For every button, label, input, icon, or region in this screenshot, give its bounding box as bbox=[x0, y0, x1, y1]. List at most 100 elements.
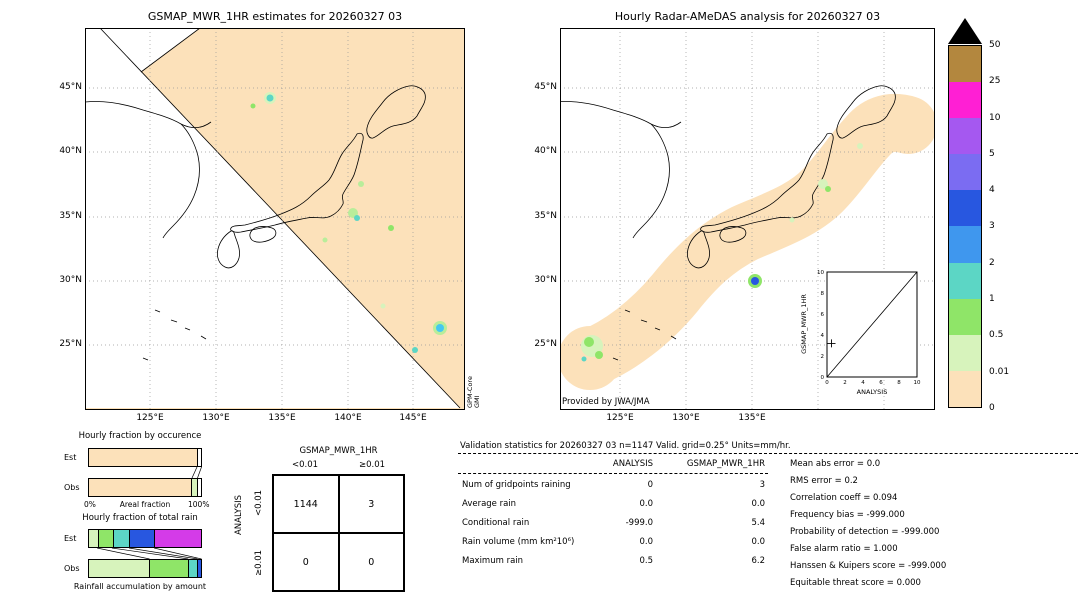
lon-label: 135°E bbox=[738, 413, 766, 423]
map-frame bbox=[560, 28, 935, 410]
svg-text:8: 8 bbox=[821, 291, 825, 297]
contingency-col-label: ≥0.01 bbox=[358, 460, 386, 470]
stats-analysis-value: 0.5 bbox=[639, 556, 653, 566]
row-label-obs: Obs bbox=[64, 564, 80, 573]
stats-gsmap-value: 3 bbox=[759, 480, 765, 490]
lat-label: 30°N bbox=[59, 275, 82, 285]
colorbar-segment bbox=[949, 262, 981, 299]
bar-segment bbox=[196, 479, 201, 496]
bar-segment bbox=[149, 560, 188, 577]
totalrain-obs-bar bbox=[88, 559, 202, 578]
colorbar-segment bbox=[949, 334, 981, 371]
satellite-watermark: GPM-Core GMI bbox=[466, 376, 481, 408]
precip-spot bbox=[581, 356, 587, 362]
bar-segment bbox=[112, 530, 130, 547]
precip-spot bbox=[322, 237, 328, 243]
colorbar-label: 1 bbox=[989, 294, 995, 304]
left-map bbox=[85, 28, 465, 410]
swath-edge-line-2 bbox=[140, 28, 201, 73]
colorbar-segment bbox=[949, 190, 981, 227]
occurrence-obs-bar bbox=[88, 478, 202, 497]
colorbar-label: 0 bbox=[989, 403, 995, 413]
lon-label: 140°E bbox=[334, 413, 362, 423]
contingency-row-label: <0.01 bbox=[254, 489, 264, 517]
contingency-row-label: ≥0.01 bbox=[254, 549, 264, 577]
inset-scatter: 0 2 4 6 8 10 0 2 4 6 8 10 ANALYSIS GSMAP… bbox=[800, 270, 921, 396]
svg-text:8: 8 bbox=[897, 380, 901, 386]
stats-gsmap-value: 0.0 bbox=[751, 499, 765, 509]
swath-edge-line bbox=[99, 28, 461, 409]
lon-label: 130°E bbox=[672, 413, 700, 423]
lat-label: 40°N bbox=[59, 146, 82, 156]
lat-label: 35°N bbox=[534, 211, 557, 221]
stats-row-label: Rain volume (mm km²10⁶) bbox=[462, 537, 575, 547]
occurrence-title: Hourly fraction by occurence bbox=[78, 431, 202, 441]
colorbar-label: 50 bbox=[989, 40, 1001, 50]
precip-spots-left bbox=[250, 92, 447, 353]
stats-metric: False alarm ratio = 1.000 bbox=[790, 544, 898, 554]
occurrence-est-bar bbox=[88, 448, 202, 467]
precip-spot bbox=[412, 347, 418, 353]
precip-spot bbox=[250, 103, 256, 109]
stats-col-header: GSMAP_MWR_1HR bbox=[686, 459, 765, 469]
colorbar bbox=[948, 45, 982, 408]
row-label-est: Est bbox=[64, 534, 77, 543]
precip-spot bbox=[751, 277, 759, 285]
contingency-title: GSMAP_MWR_1HR bbox=[299, 446, 378, 456]
lon-label: 145°E bbox=[399, 413, 427, 423]
stats-metric: Correlation coeff = 0.094 bbox=[790, 493, 898, 503]
radar-coverage-region bbox=[560, 93, 935, 390]
bar-segment bbox=[190, 479, 197, 496]
contingency-cell: 1144 bbox=[273, 475, 339, 533]
lat-label: 35°N bbox=[59, 211, 82, 221]
colorbar-segment bbox=[949, 298, 981, 335]
bar-segment bbox=[187, 560, 197, 577]
totalrain-title: Hourly fraction of total rain bbox=[82, 513, 198, 523]
left-map-title: GSMAP_MWR_1HR estimates for 20260327 03 bbox=[147, 10, 403, 23]
colorbar-label: 25 bbox=[989, 76, 1001, 86]
lon-label: 125°E bbox=[606, 413, 634, 423]
map-frame bbox=[85, 28, 465, 410]
stats-gsmap-value: 0.0 bbox=[751, 537, 765, 547]
lon-label: 125°E bbox=[136, 413, 164, 423]
totalrain-caption: Rainfall accumulation by amount bbox=[73, 582, 207, 591]
precip-spot bbox=[380, 303, 386, 309]
swath-gap-wedge bbox=[100, 28, 200, 72]
coastline bbox=[85, 85, 426, 361]
precip-spot bbox=[436, 324, 444, 332]
data-provider-credit: Provided by JWA/JMA bbox=[562, 397, 650, 407]
precip-spot bbox=[789, 217, 795, 223]
contingency-table: 1144 3 0 0 bbox=[272, 474, 405, 592]
totalrain-connectors bbox=[97, 548, 202, 559]
stats-row-label: Num of gridpoints raining bbox=[462, 480, 571, 490]
stats-metric: Frequency bias = -999.000 bbox=[790, 510, 905, 520]
lat-label: 45°N bbox=[534, 82, 557, 92]
colorbar-segment bbox=[949, 370, 981, 407]
stats-analysis-value: 0.0 bbox=[639, 499, 653, 509]
contingency-cell: 0 bbox=[338, 533, 404, 591]
inset-tick-labels: 0 2 4 6 8 10 0 2 4 6 8 10 bbox=[817, 270, 921, 386]
inset-ylabel: GSMAP_MWR_1HR bbox=[800, 294, 808, 354]
bar-segment bbox=[89, 560, 150, 577]
scatter-point-marker bbox=[827, 339, 836, 348]
colorbar-label: 0.5 bbox=[989, 330, 1004, 340]
occurrence-axis-100: 100% bbox=[188, 500, 210, 509]
precip-spot bbox=[584, 337, 594, 347]
svg-text:4: 4 bbox=[861, 380, 865, 386]
row-label-obs: Obs bbox=[64, 483, 80, 492]
stats-col-header: ANALYSIS bbox=[612, 459, 653, 469]
svg-text:0: 0 bbox=[825, 380, 829, 386]
precip-spot bbox=[354, 215, 360, 221]
stats-metric: Hanssen & Kuipers score = -999.000 bbox=[790, 561, 947, 571]
stats-gsmap-value: 5.4 bbox=[751, 518, 765, 528]
lon-label: 135°E bbox=[268, 413, 296, 423]
lat-label: 45°N bbox=[59, 82, 82, 92]
colorbar-over-triangle bbox=[948, 18, 982, 44]
stats-analysis-value: 0 bbox=[647, 480, 653, 490]
right-map: 0 2 4 6 8 10 0 2 4 6 8 10 ANALYSIS GSMAP… bbox=[560, 28, 935, 410]
stats-title: Validation statistics for 20260327 03 n=… bbox=[460, 441, 791, 451]
svg-text:2: 2 bbox=[843, 380, 847, 386]
stats-metric: RMS error = 0.2 bbox=[790, 476, 858, 486]
bar-segment bbox=[153, 530, 201, 547]
row-label-est: Est bbox=[64, 453, 77, 462]
